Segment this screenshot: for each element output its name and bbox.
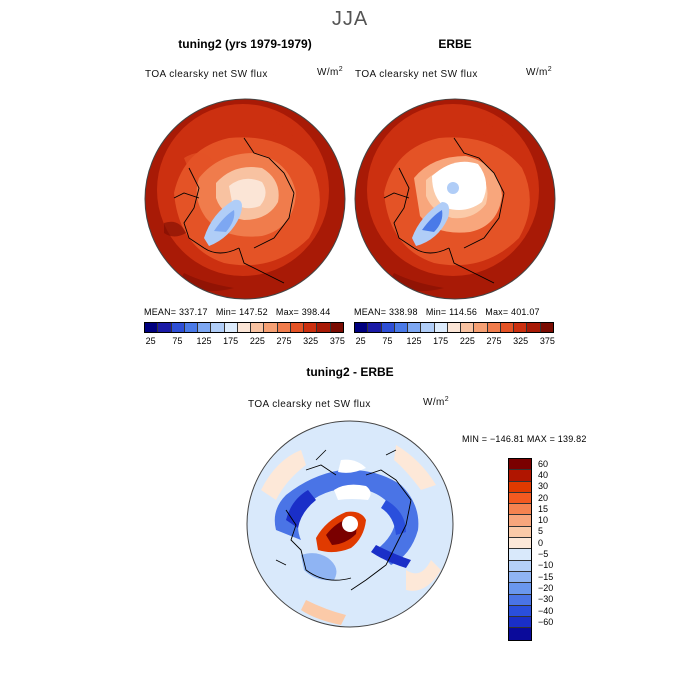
colorbar-swatch (290, 323, 305, 332)
colorbar-swatch (514, 323, 528, 332)
colorbar-swatch (237, 323, 252, 332)
colorbar-swatch (540, 323, 553, 332)
colorbar-obs: 25 75 125 175 225 275 325 375 (354, 322, 555, 348)
colorbar-swatch (211, 323, 225, 332)
colorbar-swatch (251, 323, 265, 332)
main-title: JJA (331, 8, 369, 30)
colorbar-tick-label: 325 (303, 336, 319, 346)
panel-stats-obs: MEAN= 338.98 Min= 114.56 Max= 401.07 (354, 307, 540, 317)
colorbar-swatch (421, 323, 435, 332)
colorbar-swatch (145, 323, 159, 332)
colorbar-tick-label: 60 (538, 458, 549, 469)
colorbar-tick-label: 15 (538, 503, 549, 514)
panel-variable-model: TOA clearsky net SW flux (145, 69, 268, 80)
colorbar-swatch (509, 628, 531, 640)
panel-stats-model: MEAN= 337.17 Min= 147.52 Max= 398.44 (144, 307, 331, 317)
colorbar-swatch (487, 323, 501, 332)
colorbar-swatch (184, 323, 199, 332)
colorbar-tick-label: 225 (459, 336, 475, 346)
panel-units-diff: W/m2 (423, 396, 450, 408)
colorbar-tick-label: 40 (538, 469, 549, 480)
colorbar-swatch (368, 323, 382, 332)
colorbar-swatch (264, 323, 278, 332)
colorbar-tick-label: 30 (538, 481, 549, 492)
panel-title-diff: tuning2 - ERBE (306, 365, 394, 379)
colorbar-swatch (509, 515, 531, 527)
colorbar-swatch (509, 617, 531, 629)
colorbar-swatch (509, 549, 531, 561)
colorbar-tick-label: 275 (486, 336, 502, 346)
colorbar-tick-label: 75 (382, 336, 393, 346)
colorbar-swatch (381, 323, 395, 332)
colorbar-tick-label: −10 (538, 560, 554, 571)
panel-title-model: tuning2 (yrs 1979-1979) (178, 37, 312, 51)
colorbar-tick-label: 25 (145, 336, 156, 346)
colorbar-tick-label: 125 (196, 336, 212, 346)
colorbar-tick-label: 5 (538, 526, 544, 537)
colorbar-diff (508, 458, 532, 641)
colorbar-swatch (509, 594, 531, 606)
colorbar-tick-label: 175 (433, 336, 449, 346)
colorbar-swatch (527, 323, 541, 332)
colorbar-tick-label: 225 (249, 336, 265, 346)
colorbar-swatch (304, 323, 318, 332)
colorbar-swatch (198, 323, 212, 332)
colorbar-tick-label: −15 (538, 571, 554, 582)
polar-map-diff (246, 420, 454, 628)
colorbar-swatch (509, 481, 531, 493)
colorbar-tick-label: 175 (223, 336, 239, 346)
colorbar-swatch (317, 323, 331, 332)
colorbar-swatch (509, 470, 531, 482)
colorbar-swatch (355, 323, 369, 332)
colorbar-model: 25 75 125 175 225 275 325 375 (144, 322, 345, 348)
polar-map-model (144, 98, 346, 300)
colorbar-tick-label: −20 (538, 582, 554, 593)
colorbar-tick-label: 20 (538, 492, 549, 503)
colorbar-swatch (447, 323, 462, 332)
panel-units-obs: W/m2 (526, 66, 553, 78)
colorbar-swatch (474, 323, 488, 332)
colorbar-tick-label: 10 (538, 515, 549, 526)
colorbar-swatch (408, 323, 422, 332)
colorbar-swatch (509, 560, 531, 572)
colorbar-tick-label: 0 (538, 537, 544, 548)
colorbar-tick-label: −40 (538, 605, 554, 616)
colorbar-swatch (509, 538, 531, 550)
colorbar-swatch (171, 323, 185, 332)
colorbar-tick-label: −30 (538, 594, 554, 605)
diff-minmax: MIN = −146.81 MAX = 139.82 (462, 434, 587, 444)
colorbar-swatch (394, 323, 409, 332)
colorbar-tick-label: 375 (329, 336, 345, 346)
colorbar-tick-label: 325 (513, 336, 529, 346)
panel-variable-obs: TOA clearsky net SW flux (355, 69, 478, 80)
colorbar-swatch (509, 504, 531, 516)
colorbar-swatch (509, 492, 531, 505)
panel-variable-diff: TOA clearsky net SW flux (248, 399, 371, 410)
colorbar-swatch (509, 526, 531, 539)
colorbar-swatch (434, 323, 448, 332)
colorbar-swatch (330, 323, 343, 332)
colorbar-tick-label: 75 (172, 336, 183, 346)
colorbar-swatch (509, 459, 531, 471)
colorbar-swatch (224, 323, 238, 332)
colorbar-tick-label: −60 (538, 616, 554, 627)
colorbar-tick-label: 125 (406, 336, 422, 346)
colorbar-swatch (500, 323, 515, 332)
colorbar-tick-label: −5 (538, 549, 549, 560)
colorbar-swatch (509, 605, 531, 618)
colorbar-tick-label: 275 (276, 336, 292, 346)
panel-units-model: W/m2 (317, 66, 344, 78)
colorbar-swatch (158, 323, 172, 332)
colorbar-swatch (277, 323, 291, 332)
polar-map-obs (354, 98, 556, 300)
colorbar-swatch (461, 323, 475, 332)
colorbar-swatch (509, 571, 531, 584)
colorbar-tick-label: 375 (539, 336, 555, 346)
colorbar-swatch (509, 583, 531, 595)
colorbar-diff-ticks: 60 40 30 20 15 10 5 0 −5 −10 −15 −20 −30 −40 −60 (538, 458, 578, 639)
panel-title-obs: ERBE (438, 37, 472, 51)
colorbar-tick-label: 25 (355, 336, 366, 346)
